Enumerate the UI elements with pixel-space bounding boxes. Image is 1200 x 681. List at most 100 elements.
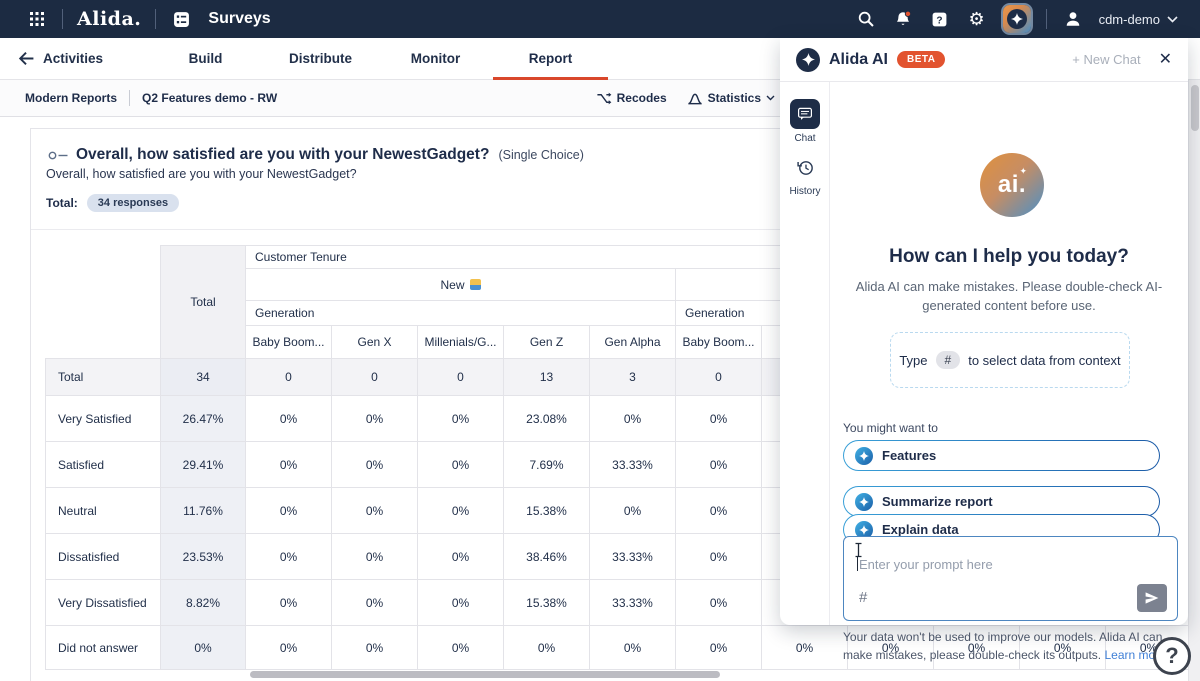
ai-panel-header: Alida AI BETA + New Chat ✕ (780, 38, 1188, 82)
ai-footer-disclaimer: Your data won't be used to improve our m… (843, 628, 1175, 664)
ibeam-cursor (855, 542, 862, 558)
total-label: Total: (46, 196, 78, 210)
table-cell: 0% (331, 395, 418, 442)
new-chat-button[interactable]: + New Chat (1072, 52, 1141, 67)
table-cell: 0% (245, 625, 332, 670)
table-cell: 7.69% (503, 441, 590, 488)
table-cell: 0% (1019, 625, 1106, 670)
breadcrumb-divider (129, 90, 131, 106)
suggestion-sparkle-icon (855, 520, 873, 539)
search-icon[interactable] (855, 8, 877, 30)
ai-panel-title: Alida AI (829, 50, 888, 68)
column-header: Gen X (331, 325, 418, 359)
tab-distribute[interactable]: Distribute (288, 50, 352, 66)
close-panel-button[interactable]: ✕ (1158, 50, 1172, 68)
history-clock-icon (796, 161, 813, 175)
ai-avatar: ai. ✦ (980, 153, 1044, 217)
tab-build[interactable]: Build (188, 50, 223, 66)
suggestion-sparkle-icon (855, 492, 873, 511)
column-header: Gen Z (503, 325, 590, 359)
chat-tab[interactable]: Chat (780, 99, 830, 144)
help-icon[interactable]: ? (929, 8, 951, 30)
table-cell: 0% (245, 441, 332, 488)
generation-group-header: Generation (245, 300, 676, 326)
table-cell: 0% (675, 487, 762, 534)
row-label: Very Dissatisfied (45, 579, 161, 626)
table-cell: 0 (417, 358, 504, 396)
prompt-input[interactable]: Enter your prompt here # (843, 536, 1178, 621)
table-cell: 0% (245, 579, 332, 626)
nav-divider (62, 9, 63, 29)
breadcrumb-section[interactable]: Modern Reports (25, 91, 118, 105)
send-button[interactable] (1137, 584, 1167, 612)
row-label: Neutral (45, 487, 161, 534)
app-title: Surveys (208, 10, 271, 27)
horizontal-scrollbar[interactable] (250, 671, 720, 678)
table-cell: 23.08% (503, 395, 590, 442)
table-cell: 11.76% (160, 487, 246, 534)
question-title: Overall, how satisfied are you with your… (76, 146, 490, 163)
table-cell: 0% (675, 533, 762, 580)
context-hint-prefix: Type (899, 352, 928, 368)
suggestion-label: Summarize report (882, 494, 993, 509)
settings-gear-icon[interactable]: ⚙ (968, 9, 985, 29)
alida-logo[interactable]: Alida. (77, 8, 142, 30)
suggestion-summarize-report[interactable]: Summarize report (843, 486, 1160, 517)
account-switcher[interactable]: cdm-demo (1099, 12, 1178, 27)
tab-activities[interactable]: Activities (43, 50, 104, 66)
chat-bubble-icon (798, 107, 812, 120)
table-cell: 0 (331, 358, 418, 396)
hash-key-badge: # (935, 351, 961, 369)
person-emoji (469, 278, 481, 290)
top-navbar: Alida. Surveys ? ⚙ cdm-demo (0, 0, 1200, 38)
tab-report[interactable]: Report (493, 38, 608, 80)
row-label: Total (45, 358, 161, 396)
column-header: Millenials/G... (417, 325, 504, 359)
learn-more-link[interactable]: Learn more. (1104, 648, 1170, 662)
column-header: Baby Boom... (245, 325, 332, 359)
table-cell: 0% (245, 395, 332, 442)
tab-monitor[interactable]: Monitor (410, 50, 461, 66)
alida-ai-nav-button[interactable] (1002, 5, 1031, 33)
suggestion-sparkle-icon (855, 446, 873, 465)
vertical-scrollbar-thumb[interactable] (1191, 85, 1199, 131)
ai-disclaimer: Alida AI can make mistakes. Please doubl… (855, 279, 1163, 313)
table-cell: 15.38% (503, 487, 590, 534)
prompt-placeholder: Enter your prompt here (859, 557, 993, 572)
suggestions-label: You might want to (843, 421, 938, 435)
svg-text:?: ? (937, 15, 943, 26)
nav-divider (1045, 9, 1047, 29)
table-cell: 0% (503, 625, 590, 670)
ai-panel-rail: Chat History (780, 82, 830, 625)
table-cell: 0% (589, 625, 676, 670)
question-type: (Single Choice) (498, 148, 584, 162)
ai-panel-body: ai. ✦ How can I help you today? Alida AI… (830, 82, 1188, 662)
history-tab[interactable]: History (780, 158, 830, 197)
breadcrumb: Modern Reports Q2 Features demo - RW (0, 90, 277, 106)
table-cell: 15.38% (503, 579, 590, 626)
back-arrow-icon[interactable] (16, 49, 35, 68)
single-choice-icon (48, 151, 68, 159)
account-name: cdm-demo (1098, 11, 1160, 27)
recodes-button[interactable]: Recodes (596, 91, 667, 106)
column-header: Baby Boom... (675, 325, 762, 359)
suggestion-features[interactable]: Features (843, 440, 1160, 471)
row-label: Dissatisfied (45, 533, 161, 580)
help-floating-button[interactable]: ? (1153, 637, 1191, 675)
table-cell: 0 (675, 358, 762, 396)
surveys-icon (170, 8, 192, 30)
table-cell: 0% (331, 579, 418, 626)
suggestion-label: Explain data (882, 522, 959, 537)
user-profile-icon[interactable] (1062, 8, 1084, 30)
chat-tab-label: Chat (794, 133, 816, 144)
notifications-bell-icon[interactable] (892, 8, 914, 30)
vertical-scrollbar-track[interactable] (1188, 80, 1200, 681)
nav-divider (155, 9, 157, 29)
ai-footer-text: Your data won't be used to improve our m… (843, 630, 1163, 662)
recodes-label: Recodes (616, 91, 667, 105)
app-launcher-icon[interactable] (26, 8, 48, 30)
statistics-dropdown[interactable]: Statistics (687, 91, 775, 106)
hash-shortcut-button[interactable]: # (859, 589, 868, 606)
table-cell: 0% (761, 625, 848, 670)
question-subtitle: Overall, how satisfied are you with your… (46, 167, 357, 181)
